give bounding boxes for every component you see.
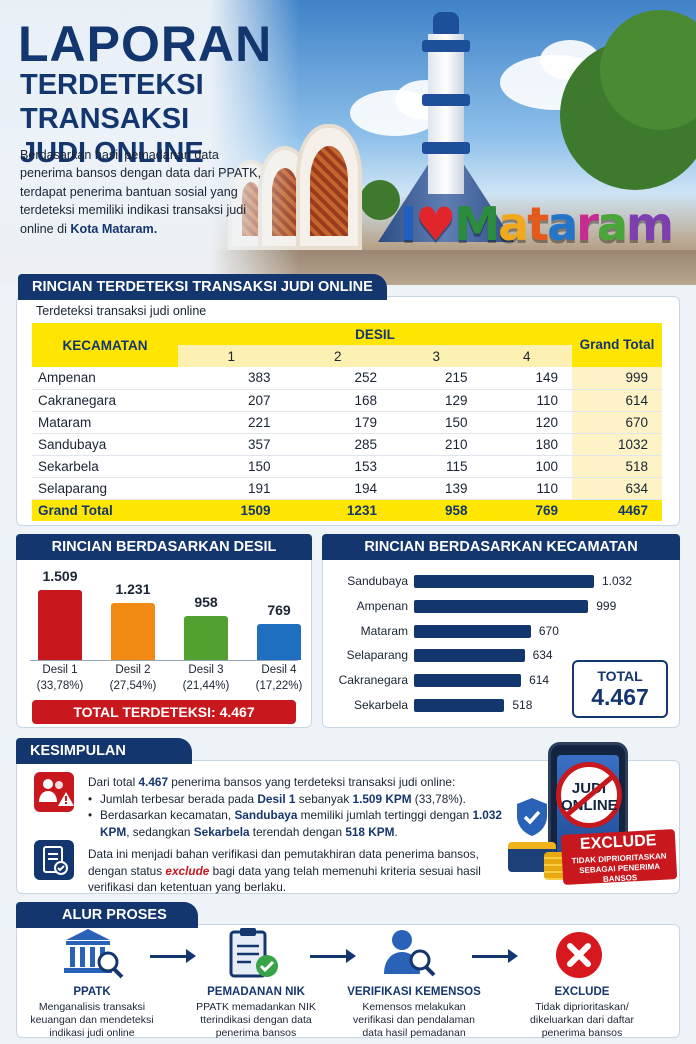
desil-value-label: 769 [267, 602, 291, 619]
col-header-desil-4: 4 [481, 345, 572, 367]
desil-value-label: 1.509 [42, 568, 78, 584]
bank-magnifier-icon [60, 926, 126, 980]
table-section-heading: RINCIAN TERDETEKSI TRANSAKSI JUDI ONLINE [18, 274, 387, 300]
kecamatan-value-label: 1.032 [602, 574, 633, 588]
col-header-desil-3: 3 [390, 345, 482, 367]
table-row: Ampenan 383 252 215 149 999 [32, 367, 662, 390]
clipboard-check-icon [225, 926, 285, 980]
kecamatan-chart-heading: RINCIAN BERDASARKAN KECAMATAN [322, 534, 680, 560]
page-subtitle: TERDETEKSI TRANSAKSI JUDI ONLINE [20, 69, 204, 169]
document-check-icon [34, 840, 74, 880]
coins-icon [544, 852, 566, 880]
i-love-mataram-sign: I♥Mataram [400, 197, 674, 251]
kecamatan-value-label: 999 [596, 598, 617, 613]
kecamatan-label: Ampenan [356, 598, 408, 613]
hero-banner: I♥Mataram LAPORAN TERDETEKSI TRANSAKSI JU… [0, 0, 696, 285]
desil-category-label: Desil 4 (17,22%) [255, 664, 303, 692]
intro-text: Berdasarkan hasil pemadanan data penerim… [20, 148, 262, 236]
table-row: Cakranegara 207 168 129 110 614 [32, 389, 662, 412]
col-header-desil: DESIL [178, 323, 572, 345]
col-header-kecamatan: KECAMATAN [32, 323, 178, 367]
flow-arrow [150, 949, 196, 963]
kecamatan-bar [414, 699, 505, 712]
kecamatan-bar [414, 624, 531, 638]
x-circle-icon [554, 930, 604, 980]
flow-step-exclude: EXCLUDE Tidak diprioritaskan/ dikeluarkan… [530, 986, 634, 1039]
desil-bar [111, 602, 155, 660]
kecamatan-label: Selaparang [346, 648, 408, 663]
kecamatan-bar [414, 599, 589, 613]
kecamatan-bar [414, 649, 525, 663]
flow-arrow [472, 949, 518, 963]
person-search-icon [380, 926, 440, 980]
table-caption: Terdeteksi transaksi judi online [36, 304, 207, 318]
total-box-label: TOTAL [597, 668, 643, 684]
grand-total-row: Grand Total 1509 1231 958 769 4467 [32, 499, 662, 521]
table-row: Sandubaya 357 285 210 180 1032 [32, 433, 662, 456]
table-row: Sekarbela 150 153 115 100 518 [32, 455, 662, 478]
table-row: Mataram 221 179 150 120 670 [32, 411, 662, 434]
kesimpulan-note: Data ini menjadi bahan verifikasi dan pe… [88, 847, 481, 894]
col-header-grand-total: Grand Total [572, 323, 662, 367]
desil-category-label: Desil 1 (33,78%) [36, 664, 84, 692]
kecamatan-value-label: 634 [532, 648, 553, 663]
kecamatan-label: Cakranegara [338, 673, 408, 688]
kecamatan-bar [414, 674, 522, 688]
kecamatan-value-label: 670 [538, 623, 559, 638]
total-box-value: 4.467 [591, 684, 649, 710]
shield-check-icon [514, 796, 550, 838]
desil-bar [257, 624, 301, 660]
table-row: Selaparang 191 194 139 110 634 [32, 477, 662, 500]
col-header-desil-2: 2 [284, 345, 391, 367]
kecamatan-label: Sekarbela [353, 698, 408, 712]
alur-heading: ALUR PROSES [16, 902, 198, 928]
kecamatan-value-label: 614 [529, 673, 550, 688]
kecamatan-bar [414, 575, 594, 588]
flow-step-verifikasi: VERIFIKASI KEMENSOS Kemensos melakukan ve… [347, 986, 481, 1039]
kecamatan-value-label: 518 [512, 698, 533, 712]
desil-chart-heading: RINCIAN BERDASARKAN DESIL [16, 534, 312, 560]
total-detected-banner: TOTAL TERDETEKSI: 4.467 [32, 700, 296, 724]
page-title: LAPORAN [18, 16, 273, 72]
no-gambling-icon: JUDI ONLINE [556, 762, 622, 828]
kecamatan-label: Sandubaya [347, 574, 408, 588]
kesimpulan-lead: Dari total 4.467 penerima bansos yang te… [88, 775, 456, 789]
kesimpulan-bullet-2: • Berdasarkan kecamatan, Sandubaya memili… [88, 808, 502, 839]
total-box: TOTAL 4.467 [572, 660, 668, 718]
col-header-desil-1: 1 [178, 345, 285, 367]
desil-bar [38, 590, 82, 660]
kesimpulan-bullet-1: • Jumlah terbesar berada pada Desil 1 seb… [88, 791, 466, 806]
desil-category-label: Desil 3 (21,44%) [182, 664, 230, 692]
flow-arrow [310, 949, 356, 963]
desil-bar [184, 615, 228, 660]
kesimpulan-heading: KESIMPULAN [16, 738, 192, 764]
flow-step-ppatk: PPATK Menganalisis transaksi keuangan dan… [30, 986, 154, 1039]
desil-baseline [30, 660, 298, 661]
exclude-label: EXCLUDE TIDAK DIPRIORITASKAN SEBAGAI PEN… [560, 829, 678, 885]
flow-step-pemadanan: PEMADANAN NIK PPATK memadankan NIK tterin… [196, 986, 316, 1039]
detection-table: KECAMATAN DESIL Grand Total 1 2 3 4 Ampe… [32, 323, 662, 521]
desil-value-label: 958 [194, 593, 218, 610]
kesimpulan-summary: Dari total 4.467 penerima bansos yang te… [88, 774, 518, 840]
desil-category-label: Desil 2 (27,54%) [109, 664, 157, 692]
desil-value-label: 1.231 [115, 580, 151, 597]
warning-people-icon [34, 772, 74, 812]
kecamatan-label: Mataram [360, 623, 408, 638]
